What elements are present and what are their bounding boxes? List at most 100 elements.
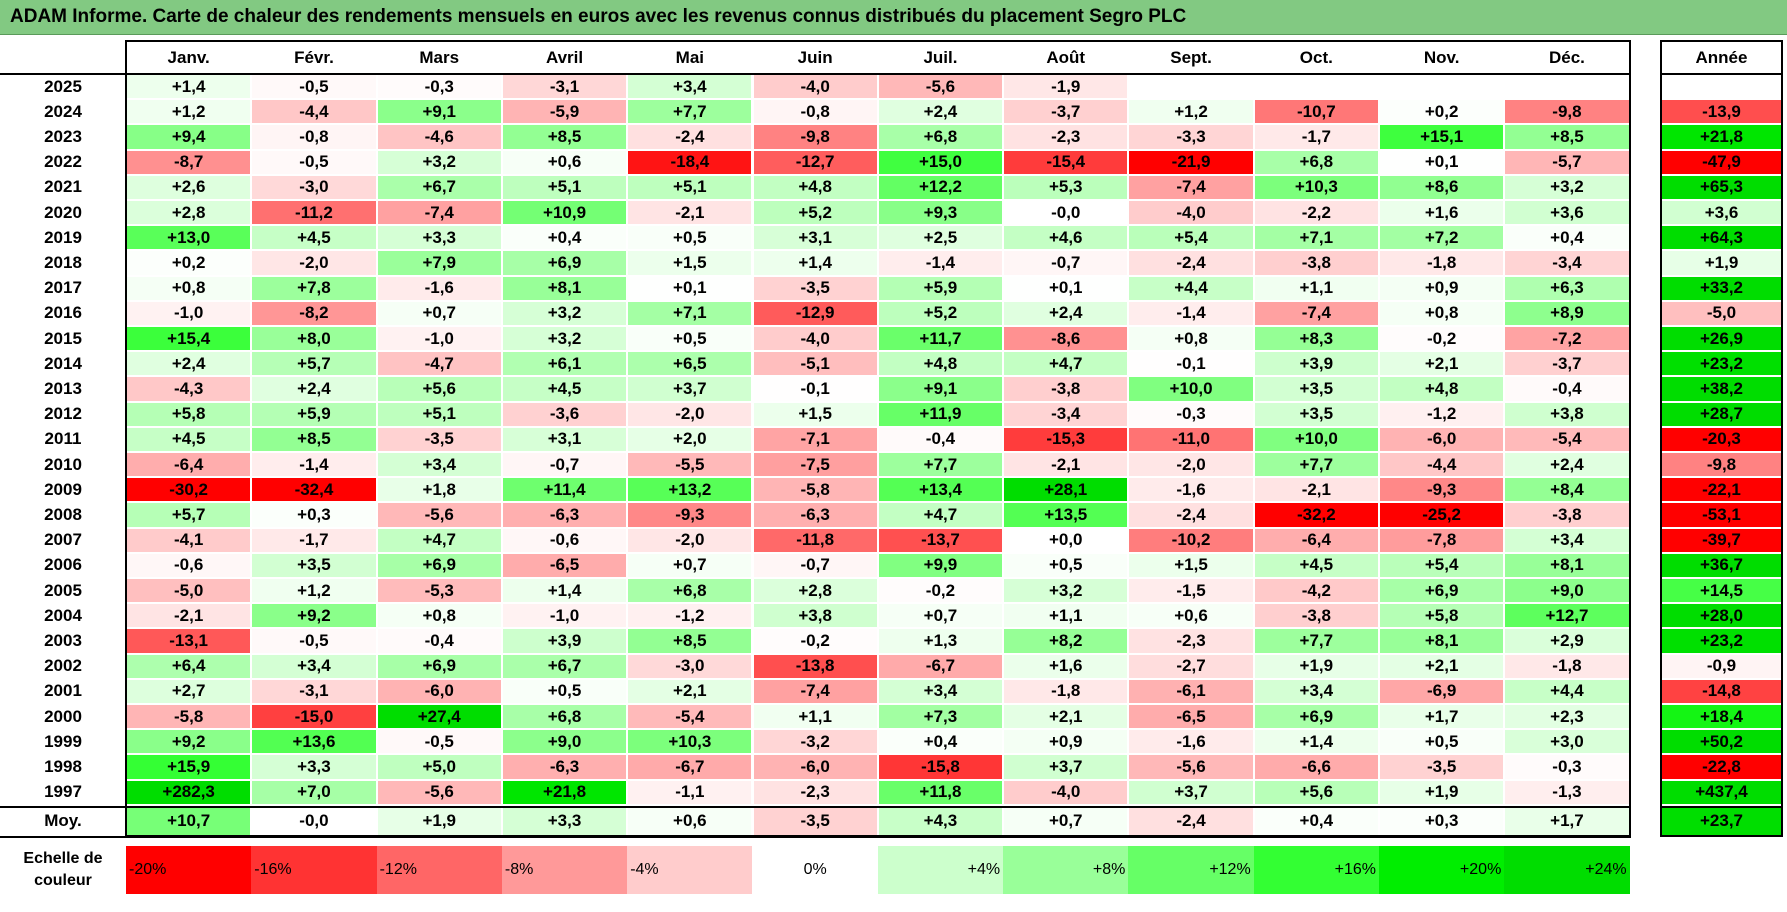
row-year-label: 1997 <box>44 782 82 802</box>
heatmap-cell: -5,6 <box>878 75 1003 99</box>
heatmap-cell: +0,4 <box>1505 226 1629 250</box>
heatmap-cell: +7,8 <box>252 276 376 300</box>
heatmap-cell: -9,3 <box>1380 478 1504 502</box>
heatmap-cell: -0,4 <box>1505 377 1629 401</box>
row-year-label: 2011 <box>44 429 82 449</box>
heatmap-cell: -0,5 <box>252 629 376 653</box>
heatmap-cell: -21,9 <box>1129 150 1253 174</box>
heatmap-cell: -5,4 <box>628 705 752 729</box>
heatmap-cell: +8,6 <box>1380 175 1504 199</box>
row-year-label: 2005 <box>44 580 82 600</box>
heatmap-cell: -3,2 <box>753 730 877 754</box>
heatmap-cell: +5,8 <box>1380 604 1504 628</box>
heatmap-cell: +9,2 <box>127 730 251 754</box>
heatmap-cell: -1,6 <box>1129 730 1253 754</box>
heatmap-cell: -2,4 <box>1129 503 1253 527</box>
heatmap-cell: +2,1 <box>1380 352 1504 376</box>
heatmap-cell: +1,4 <box>1254 730 1378 754</box>
heatmap-cell: +0,1 <box>1380 150 1504 174</box>
average-rule-annual <box>1660 805 1783 808</box>
heatmap-cell: +0,2 <box>1380 100 1504 124</box>
heatmap-cell: -2,3 <box>1129 629 1253 653</box>
heatmap-cell: +3,9 <box>502 629 627 653</box>
row-year-label: 2019 <box>44 227 82 247</box>
heatmap-cell: +3,4 <box>1505 528 1629 552</box>
annual-cell: -20,3 <box>1662 427 1781 451</box>
heatmap-cell: +7,7 <box>628 100 752 124</box>
annual-cell: +26,9 <box>1662 327 1781 351</box>
row-year-label: 2002 <box>44 656 82 676</box>
heatmap-cell: -6,4 <box>1254 528 1378 552</box>
heatmap-cell: +8,0 <box>252 327 376 351</box>
heatmap-cell: -6,3 <box>502 503 627 527</box>
heatmap-cell: -1,2 <box>1380 402 1504 426</box>
heatmap-cell: +1,3 <box>878 629 1003 653</box>
heatmap-cell: +3,1 <box>502 427 627 451</box>
heatmap-cell: +6,7 <box>377 175 501 199</box>
heatmap-cell: -2,0 <box>628 528 752 552</box>
heatmap-cell: +3,7 <box>1129 780 1253 804</box>
heatmap-cell: +0,9 <box>1380 276 1504 300</box>
heatmap-cell: -4,2 <box>1254 579 1378 603</box>
color-scale-swatch: -4% <box>627 845 753 894</box>
color-scale-swatch: +20% <box>1379 845 1505 894</box>
heatmap-cell: -7,4 <box>753 679 877 703</box>
heatmap-cell: -10,2 <box>1129 528 1253 552</box>
heatmap-cell: +10,0 <box>1129 377 1253 401</box>
heatmap-cell: -13,1 <box>127 629 251 653</box>
heatmap-cell: -0,6 <box>127 553 251 577</box>
heatmap-cell: +4,8 <box>753 175 877 199</box>
heatmap-cell: +2,3 <box>1505 705 1629 729</box>
column-header: Mai <box>627 42 753 73</box>
heatmap-cell: -4,0 <box>753 327 877 351</box>
heatmap-cell: +9,1 <box>377 100 501 124</box>
heatmap-cell: +4,8 <box>1380 377 1504 401</box>
annual-cell: +18,4 <box>1662 705 1781 729</box>
heatmap-cell: +28,1 <box>1004 478 1128 502</box>
heatmap-cell: +13,6 <box>252 730 376 754</box>
annual-cell: +28,0 <box>1662 604 1781 628</box>
heatmap-cell: +9,2 <box>252 604 376 628</box>
annual-cell: +36,7 <box>1662 553 1781 577</box>
heatmap-cell: +0,4 <box>878 730 1003 754</box>
heatmap-cell: +21,8 <box>502 780 627 804</box>
heatmap-cell: +3,2 <box>502 301 627 325</box>
annual-cell: +23,2 <box>1662 352 1781 376</box>
heatmap-cell: -18,4 <box>628 150 752 174</box>
heatmap-cell: +10,3 <box>1254 175 1378 199</box>
heatmap-cell: +3,4 <box>878 679 1003 703</box>
heatmap-cell: +6,8 <box>502 705 627 729</box>
average-rule <box>0 805 1631 808</box>
heatmap-cell: +1,5 <box>753 402 877 426</box>
heatmap-cell: -2,1 <box>1254 478 1378 502</box>
heatmap-cell: +4,6 <box>1004 226 1128 250</box>
heatmap-cell: +5,2 <box>753 201 877 225</box>
heatmap-cell: +1,7 <box>1380 705 1504 729</box>
heatmap-cell: +8,5 <box>1505 125 1629 149</box>
annual-cell: +50,2 <box>1662 730 1781 754</box>
heatmap-cell: -3,7 <box>1505 352 1629 376</box>
heatmap-cell: +2,4 <box>127 352 251 376</box>
heatmap-cell: -5,6 <box>1129 755 1253 779</box>
heatmap-cell: +0,5 <box>1004 553 1128 577</box>
heatmap-cell: -7,5 <box>753 453 877 477</box>
heatmap-cell: +5,3 <box>1004 175 1128 199</box>
row-year-label: 2006 <box>44 555 82 575</box>
heatmap-cell: -1,0 <box>377 327 501 351</box>
row-year-label: 2004 <box>44 605 82 625</box>
heatmap-cell: +13,0 <box>127 226 251 250</box>
color-scale-swatch: +4% <box>877 845 1004 894</box>
average-cell: +1,9 <box>377 807 501 835</box>
heatmap-cell: +2,5 <box>878 226 1003 250</box>
row-year-label: 2018 <box>44 252 82 272</box>
heatmap-cell: -1,2 <box>628 604 752 628</box>
average-cell: +4,3 <box>878 807 1003 835</box>
heatmap-cell: +4,7 <box>1004 352 1128 376</box>
heatmap-cell: +6,9 <box>1380 579 1504 603</box>
heatmap-cell: +2,9 <box>1505 629 1629 653</box>
heatmap-cell: +3,8 <box>753 604 877 628</box>
heatmap-cell: +3,3 <box>252 755 376 779</box>
row-year-label: 1999 <box>44 731 82 751</box>
bottom-rule <box>0 835 1631 838</box>
heatmap-cell: -0,3 <box>377 75 501 99</box>
